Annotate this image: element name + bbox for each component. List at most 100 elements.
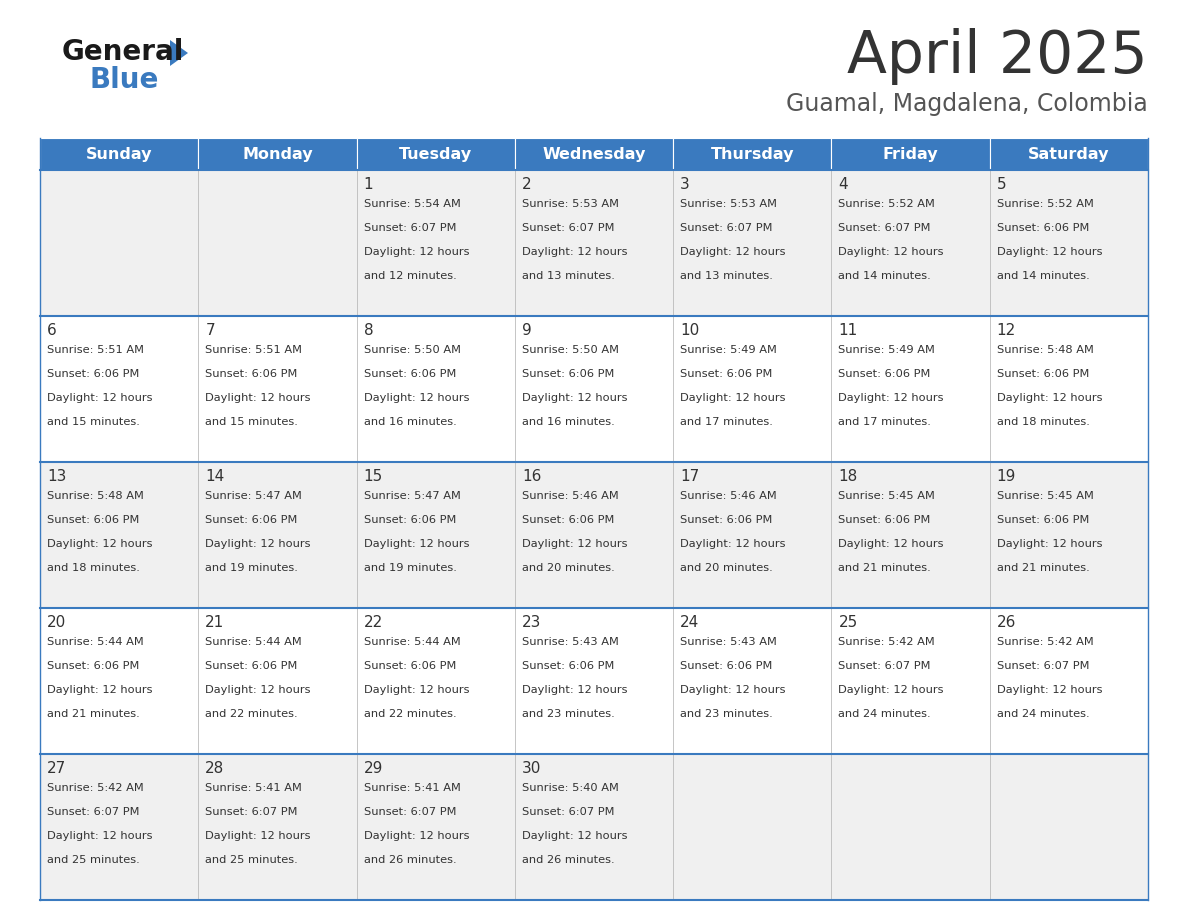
Bar xyxy=(40,754,1148,900)
Text: 19: 19 xyxy=(997,469,1016,484)
Polygon shape xyxy=(170,40,188,66)
Text: Daylight: 12 hours: Daylight: 12 hours xyxy=(997,685,1102,695)
Text: Sunset: 6:07 PM: Sunset: 6:07 PM xyxy=(206,807,298,817)
Bar xyxy=(198,138,356,170)
Text: Daylight: 12 hours: Daylight: 12 hours xyxy=(681,247,785,257)
Text: Sunset: 6:06 PM: Sunset: 6:06 PM xyxy=(681,369,772,379)
Text: Daylight: 12 hours: Daylight: 12 hours xyxy=(48,393,152,403)
Text: and 21 minutes.: and 21 minutes. xyxy=(839,564,931,573)
Text: Sunrise: 5:42 AM: Sunrise: 5:42 AM xyxy=(48,783,144,793)
Text: Sunset: 6:07 PM: Sunset: 6:07 PM xyxy=(364,807,456,817)
Text: and 17 minutes.: and 17 minutes. xyxy=(839,418,931,427)
Text: 2: 2 xyxy=(522,177,531,192)
Text: Daylight: 12 hours: Daylight: 12 hours xyxy=(522,247,627,257)
Text: and 16 minutes.: and 16 minutes. xyxy=(364,418,456,427)
Text: Sunset: 6:06 PM: Sunset: 6:06 PM xyxy=(364,515,456,525)
Text: Sunrise: 5:44 AM: Sunrise: 5:44 AM xyxy=(206,637,302,647)
Text: Daylight: 12 hours: Daylight: 12 hours xyxy=(681,393,785,403)
Text: 5: 5 xyxy=(997,177,1006,192)
Text: Sunset: 6:06 PM: Sunset: 6:06 PM xyxy=(522,515,614,525)
Text: Daylight: 12 hours: Daylight: 12 hours xyxy=(364,393,469,403)
Text: Sunset: 6:06 PM: Sunset: 6:06 PM xyxy=(206,661,298,671)
Text: 13: 13 xyxy=(48,469,67,484)
Bar xyxy=(40,138,198,170)
Text: 4: 4 xyxy=(839,177,848,192)
Text: Sunset: 6:07 PM: Sunset: 6:07 PM xyxy=(997,661,1089,671)
Text: Daylight: 12 hours: Daylight: 12 hours xyxy=(839,685,944,695)
Text: Daylight: 12 hours: Daylight: 12 hours xyxy=(522,393,627,403)
Text: General: General xyxy=(62,38,184,66)
Text: 3: 3 xyxy=(681,177,690,192)
Text: Tuesday: Tuesday xyxy=(399,147,473,162)
Text: Daylight: 12 hours: Daylight: 12 hours xyxy=(997,247,1102,257)
Text: Daylight: 12 hours: Daylight: 12 hours xyxy=(839,393,944,403)
Text: Sunset: 6:06 PM: Sunset: 6:06 PM xyxy=(48,515,139,525)
Text: Sunset: 6:06 PM: Sunset: 6:06 PM xyxy=(48,369,139,379)
Text: Sunrise: 5:50 AM: Sunrise: 5:50 AM xyxy=(364,345,461,355)
Text: and 13 minutes.: and 13 minutes. xyxy=(681,272,773,281)
Text: Daylight: 12 hours: Daylight: 12 hours xyxy=(206,831,311,841)
Text: Sunset: 6:06 PM: Sunset: 6:06 PM xyxy=(997,515,1089,525)
Text: 25: 25 xyxy=(839,615,858,630)
Text: 22: 22 xyxy=(364,615,383,630)
Text: and 22 minutes.: and 22 minutes. xyxy=(206,710,298,720)
Bar xyxy=(832,138,990,170)
Text: Sunrise: 5:45 AM: Sunrise: 5:45 AM xyxy=(997,491,1094,501)
Text: Daylight: 12 hours: Daylight: 12 hours xyxy=(364,539,469,549)
Text: Sunset: 6:07 PM: Sunset: 6:07 PM xyxy=(522,223,614,233)
Text: Sunrise: 5:46 AM: Sunrise: 5:46 AM xyxy=(522,491,619,501)
Text: and 24 minutes.: and 24 minutes. xyxy=(997,710,1089,720)
Text: Saturday: Saturday xyxy=(1028,147,1110,162)
Text: and 14 minutes.: and 14 minutes. xyxy=(997,272,1089,281)
Text: 26: 26 xyxy=(997,615,1016,630)
Text: Wednesday: Wednesday xyxy=(542,147,646,162)
Text: Sunrise: 5:43 AM: Sunrise: 5:43 AM xyxy=(522,637,619,647)
Text: Daylight: 12 hours: Daylight: 12 hours xyxy=(839,539,944,549)
Text: Sunrise: 5:42 AM: Sunrise: 5:42 AM xyxy=(997,637,1093,647)
Text: Sunday: Sunday xyxy=(86,147,152,162)
Text: Sunrise: 5:42 AM: Sunrise: 5:42 AM xyxy=(839,637,935,647)
Text: and 17 minutes.: and 17 minutes. xyxy=(681,418,773,427)
Text: Friday: Friday xyxy=(883,147,939,162)
Text: and 14 minutes.: and 14 minutes. xyxy=(839,272,931,281)
Text: and 23 minutes.: and 23 minutes. xyxy=(681,710,773,720)
Text: Blue: Blue xyxy=(90,66,159,94)
Text: 16: 16 xyxy=(522,469,542,484)
Text: and 18 minutes.: and 18 minutes. xyxy=(48,564,140,573)
Text: Daylight: 12 hours: Daylight: 12 hours xyxy=(522,831,627,841)
Text: Sunrise: 5:41 AM: Sunrise: 5:41 AM xyxy=(364,783,461,793)
Text: Daylight: 12 hours: Daylight: 12 hours xyxy=(206,393,311,403)
Text: Sunrise: 5:54 AM: Sunrise: 5:54 AM xyxy=(364,199,461,209)
Text: and 22 minutes.: and 22 minutes. xyxy=(364,710,456,720)
Text: 11: 11 xyxy=(839,323,858,338)
Text: Sunset: 6:06 PM: Sunset: 6:06 PM xyxy=(681,661,772,671)
Text: 27: 27 xyxy=(48,761,67,776)
Text: and 21 minutes.: and 21 minutes. xyxy=(997,564,1089,573)
Text: Thursday: Thursday xyxy=(710,147,794,162)
Text: Sunrise: 5:43 AM: Sunrise: 5:43 AM xyxy=(681,637,777,647)
Bar xyxy=(990,138,1148,170)
Text: Daylight: 12 hours: Daylight: 12 hours xyxy=(997,393,1102,403)
Text: and 24 minutes.: and 24 minutes. xyxy=(839,710,931,720)
Text: and 21 minutes.: and 21 minutes. xyxy=(48,710,140,720)
Bar xyxy=(514,138,674,170)
Text: Sunset: 6:06 PM: Sunset: 6:06 PM xyxy=(48,661,139,671)
Bar xyxy=(40,316,1148,462)
Text: Daylight: 12 hours: Daylight: 12 hours xyxy=(839,247,944,257)
Text: 20: 20 xyxy=(48,615,67,630)
Text: Sunrise: 5:45 AM: Sunrise: 5:45 AM xyxy=(839,491,935,501)
Text: Daylight: 12 hours: Daylight: 12 hours xyxy=(206,539,311,549)
Text: Guamal, Magdalena, Colombia: Guamal, Magdalena, Colombia xyxy=(786,92,1148,116)
Text: Daylight: 12 hours: Daylight: 12 hours xyxy=(997,539,1102,549)
Text: 28: 28 xyxy=(206,761,225,776)
Text: and 19 minutes.: and 19 minutes. xyxy=(206,564,298,573)
Text: Sunrise: 5:49 AM: Sunrise: 5:49 AM xyxy=(839,345,935,355)
Text: Sunset: 6:06 PM: Sunset: 6:06 PM xyxy=(206,515,298,525)
Text: Sunrise: 5:52 AM: Sunrise: 5:52 AM xyxy=(997,199,1094,209)
Text: Sunset: 6:07 PM: Sunset: 6:07 PM xyxy=(681,223,772,233)
Bar xyxy=(674,138,832,170)
Text: 24: 24 xyxy=(681,615,700,630)
Bar xyxy=(40,608,1148,754)
Text: and 25 minutes.: and 25 minutes. xyxy=(206,856,298,866)
Text: Daylight: 12 hours: Daylight: 12 hours xyxy=(48,539,152,549)
